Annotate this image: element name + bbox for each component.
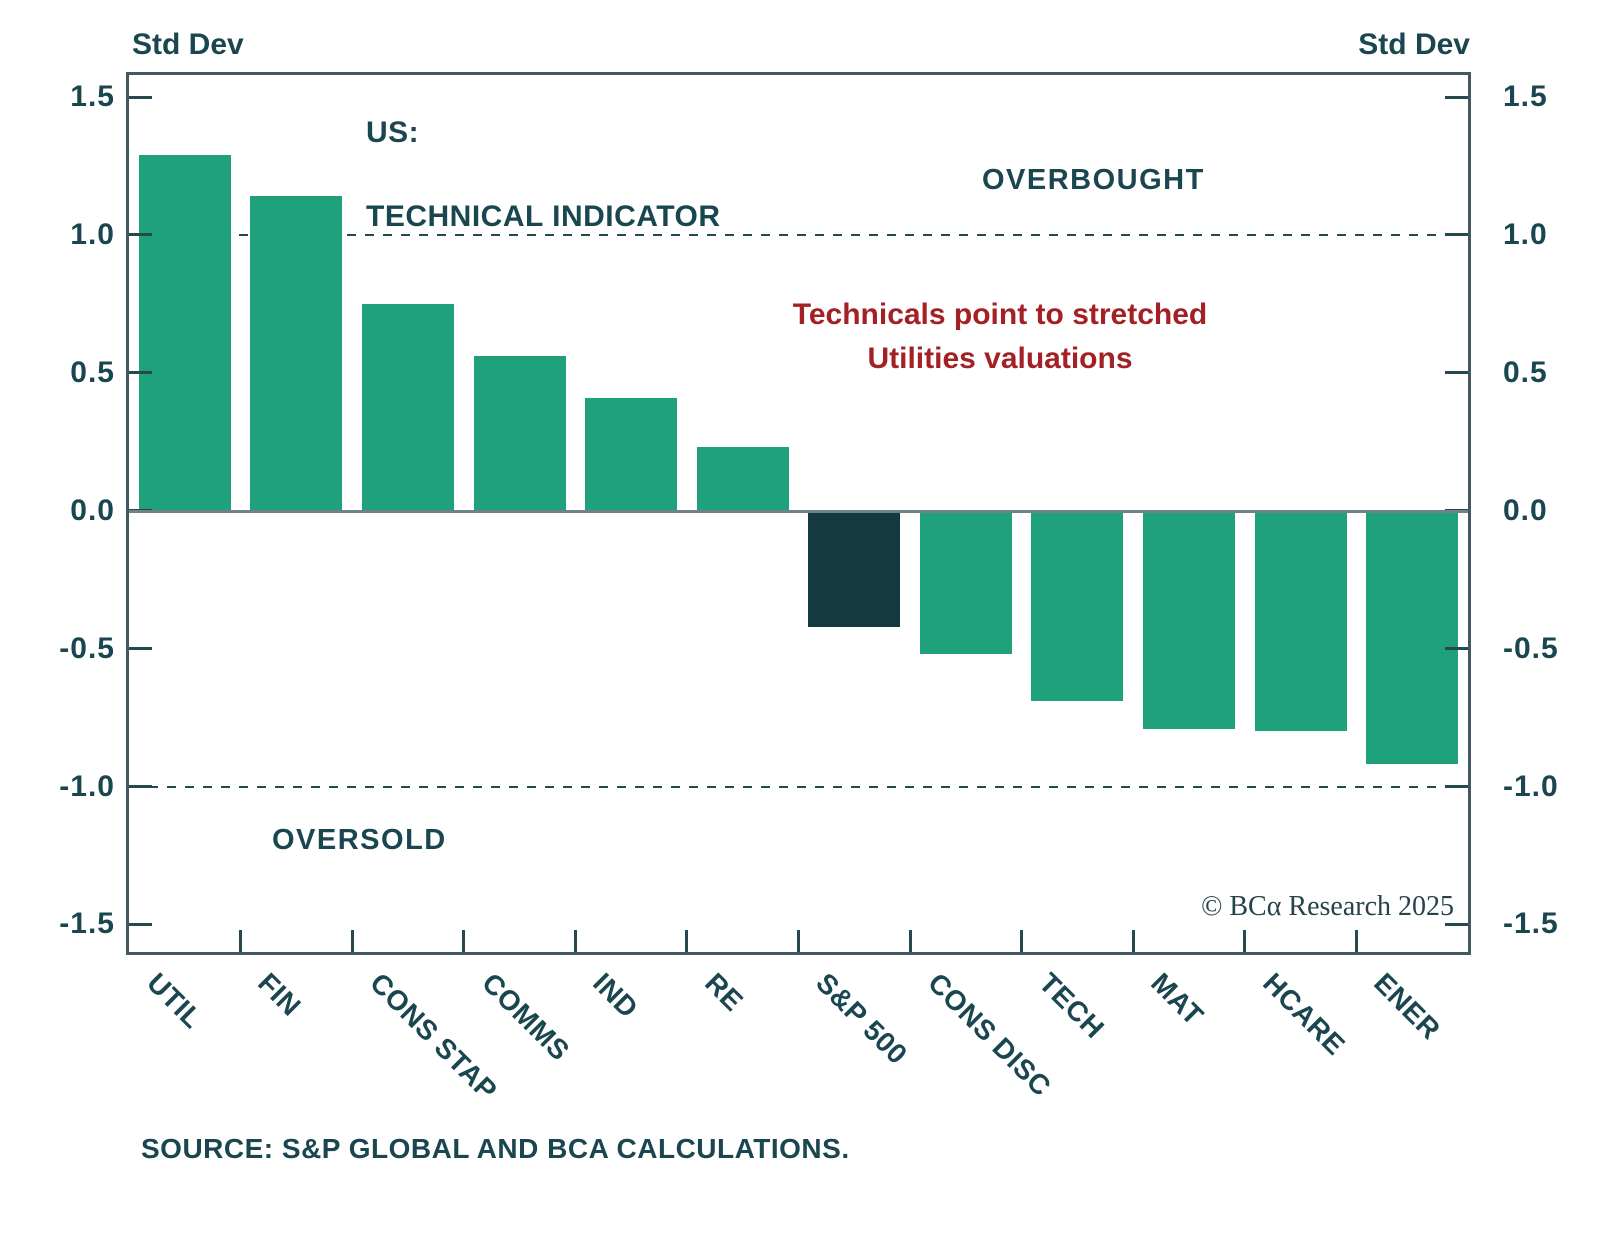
x-boundary-tick — [1020, 930, 1024, 952]
oversold-label: OVERSOLD — [272, 824, 447, 856]
x-boundary-tick — [1243, 930, 1247, 952]
x-boundary-tick — [685, 930, 689, 952]
bar-tech — [1031, 510, 1124, 702]
oversold-threshold-line — [131, 785, 1466, 788]
y-axis-unit-label-right: Std Dev — [1358, 28, 1470, 61]
bar-comms — [473, 356, 566, 511]
x-category-label-comms: COMMS — [475, 967, 576, 1067]
y-tick-right — [1445, 922, 1468, 926]
bar-ener — [1366, 510, 1459, 765]
y-tick-label-right-1.0: 1.0 — [1503, 217, 1548, 251]
y-tick-label-left-1.0: 1.0 — [70, 217, 115, 251]
y-tick-left — [129, 233, 152, 237]
x-boundary-tick — [908, 930, 912, 952]
y-tick-label-right-0.5: 0.5 — [1503, 355, 1548, 389]
y-tick-label-right--1.0: -1.0 — [1503, 769, 1559, 803]
y-tick-right — [1445, 233, 1468, 237]
x-category-label-hcare: HCARE — [1256, 967, 1351, 1062]
x-category-label-fin: FIN — [252, 967, 308, 1022]
y-tick-label-left--1.5: -1.5 — [59, 907, 115, 941]
y-tick-label-left--1.0: -1.0 — [59, 769, 115, 803]
x-category-label-ener: ENER — [1368, 967, 1447, 1046]
bar-re — [696, 447, 789, 511]
x-category-label-ind: IND — [587, 967, 645, 1025]
x-boundary-tick — [350, 930, 354, 952]
x-boundary-tick — [1131, 930, 1135, 952]
y-tick-label-right--0.5: -0.5 — [1503, 631, 1559, 665]
y-tick-label-right-0.0: 0.0 — [1503, 493, 1548, 527]
y-tick-right — [1445, 95, 1468, 99]
bar-hcare — [1254, 510, 1347, 732]
y-tick-label-left-0.0: 0.0 — [70, 493, 115, 527]
copyright-notice: © BCα Research 2025 — [1201, 891, 1454, 922]
y-tick-left — [129, 785, 152, 789]
x-boundary-tick — [462, 930, 466, 952]
overbought-threshold-line — [131, 233, 1466, 236]
bar-cons-stap — [361, 303, 454, 511]
plot-border — [126, 72, 1471, 955]
bar-cons-disc — [919, 510, 1012, 655]
note-line1: Technicals point to stretched — [792, 298, 1208, 331]
y-tick-label-left-0.5: 0.5 — [70, 355, 115, 389]
bar-util — [138, 154, 231, 511]
y-tick-label-right-1.5: 1.5 — [1503, 80, 1548, 114]
x-boundary-tick — [797, 930, 800, 952]
x-boundary-tick — [239, 930, 243, 952]
x-category-label-re: RE — [698, 967, 749, 1018]
y-tick-left — [129, 95, 152, 99]
zero-line — [129, 509, 1468, 513]
y-tick-label-left-1.5: 1.5 — [70, 80, 115, 114]
x-category-label-util: UTIL — [140, 967, 209, 1035]
y-tick-left — [129, 922, 152, 926]
y-tick-label-right--1.5: -1.5 — [1503, 907, 1559, 941]
x-boundary-tick — [1354, 930, 1358, 952]
bar-fin — [250, 196, 343, 511]
y-tick-right — [1445, 785, 1468, 789]
y-tick-left — [129, 371, 152, 375]
x-category-label-tech: TECH — [1033, 967, 1111, 1045]
chart-title-line1: US: — [366, 116, 420, 149]
y-tick-label-left--0.5: -0.5 — [59, 631, 115, 665]
bar-mat — [1143, 510, 1236, 729]
note-line2: Utilities valuations — [867, 342, 1133, 375]
chart-title-line2: TECHNICAL INDICATOR — [366, 200, 721, 233]
bar-ind — [585, 397, 678, 511]
bar-s-p-500 — [808, 510, 901, 627]
chart-title: US: TECHNICAL INDICATOR — [366, 112, 721, 238]
stretched-valuations-note: Technicals point to stretched Utilities … — [740, 293, 1260, 381]
overbought-label: OVERBOUGHT — [982, 164, 1205, 196]
plot-area: 1.5 1.5 1.0 1.0 0.5 0.5 0.0 0.0 -0.5 -0.5 -1.0 -1.0… — [59, 75, 1557, 1106]
y-axis-unit-label-left: Std Dev — [132, 28, 244, 61]
y-tick-right — [1445, 371, 1468, 375]
x-boundary-tick — [573, 930, 577, 952]
y-tick-right — [1445, 647, 1468, 651]
y-tick-left — [129, 647, 152, 651]
x-category-label-mat: MAT — [1145, 967, 1210, 1032]
source-note: SOURCE: S&P GLOBAL AND BCA CALCULATIONS. — [141, 1133, 850, 1164]
x-category-label-s-p-500: S&P 500 — [810, 967, 914, 1071]
